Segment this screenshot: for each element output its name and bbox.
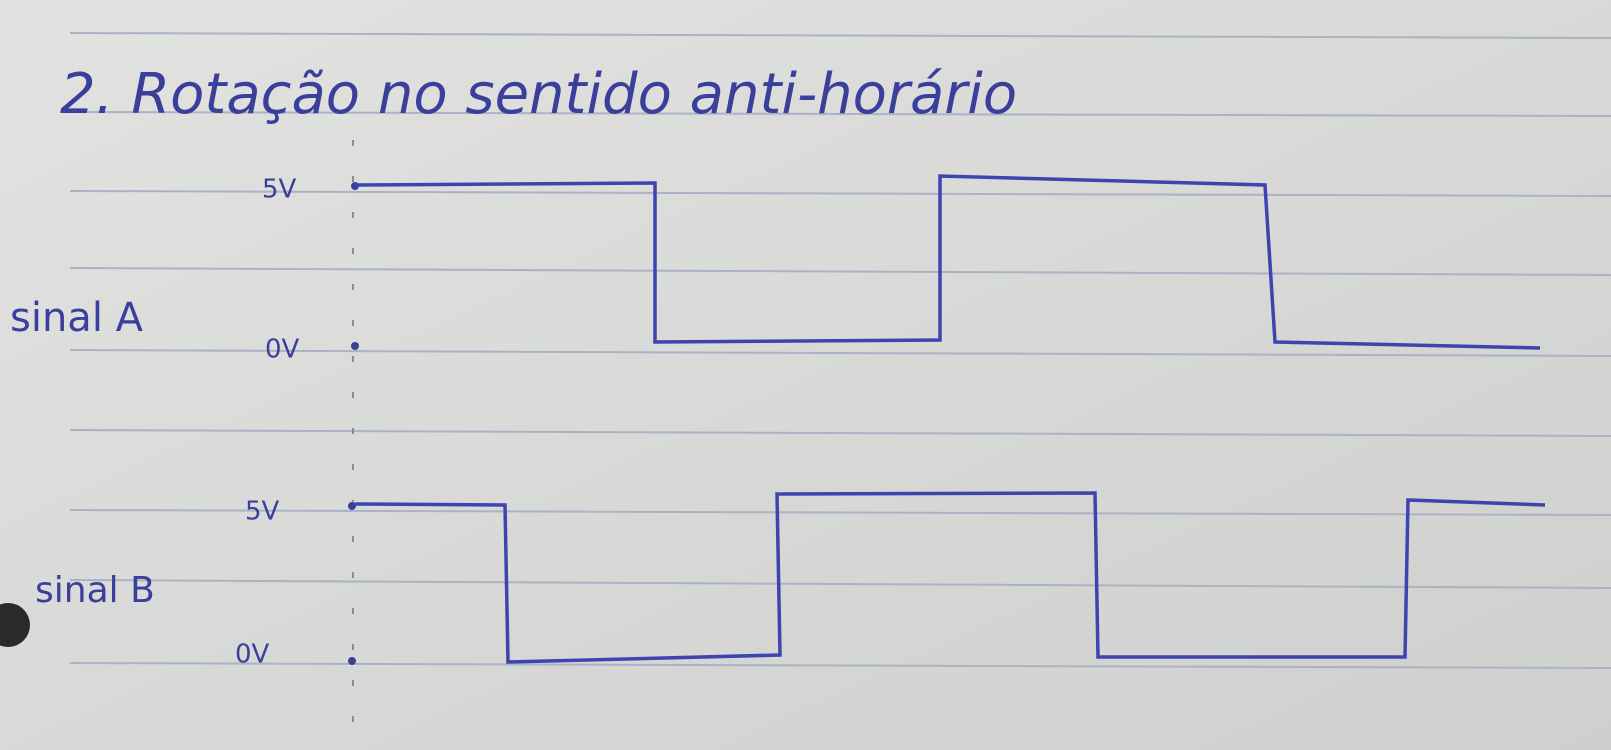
rule-line — [69, 190, 1611, 197]
signal-a-wave — [354, 174, 1541, 350]
signal-label: sinal A — [10, 295, 144, 341]
level-dot — [348, 657, 356, 665]
binder-hole — [0, 603, 30, 647]
low-level-label: 0V — [265, 335, 300, 365]
title: 2. Rotação no sentido anti-horário — [60, 62, 1017, 127]
high-level-label: 5V — [262, 175, 297, 205]
signal-b-wave — [354, 491, 1546, 664]
rule-line — [69, 662, 1611, 669]
low-level-label: 0V — [235, 640, 270, 670]
ruled-lines — [69, 32, 1611, 669]
level-dot — [348, 502, 356, 510]
rule-line — [69, 579, 1611, 589]
level-dot — [351, 342, 359, 350]
signal-label: sinal B — [35, 570, 155, 611]
rule-line — [69, 509, 1611, 516]
rule-line — [69, 32, 1611, 39]
high-level-label: 5V — [245, 497, 280, 527]
rule-line — [69, 267, 1611, 276]
rule-line — [69, 429, 1611, 437]
rule-line — [69, 349, 1611, 357]
rule-line — [69, 111, 1611, 117]
